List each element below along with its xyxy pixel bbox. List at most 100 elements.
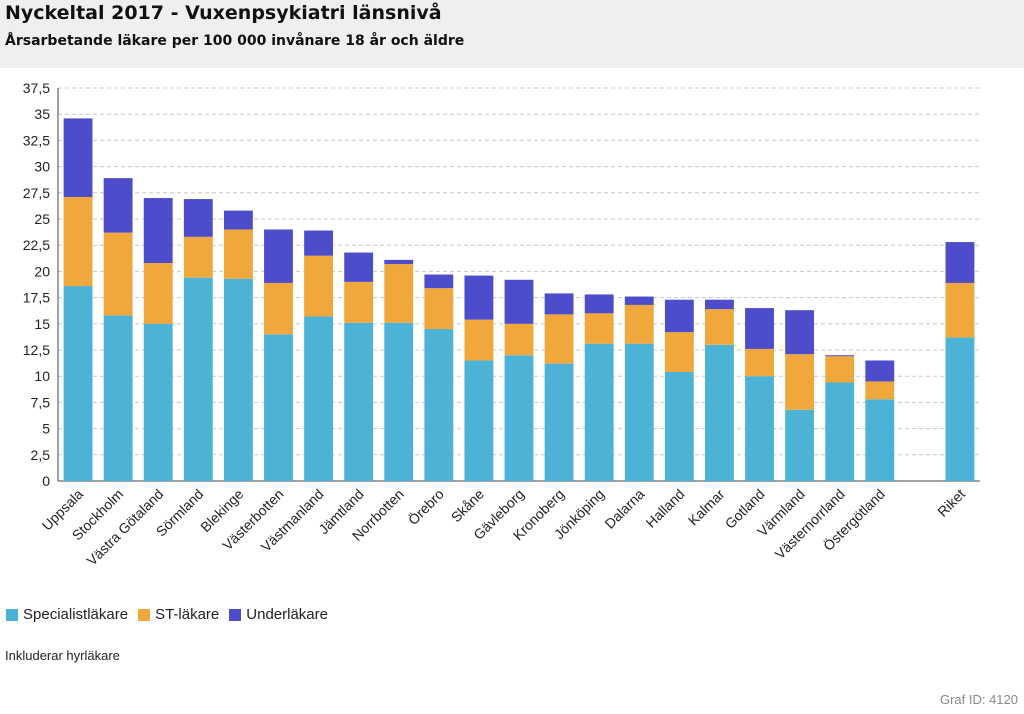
bar-segment: [183, 199, 213, 237]
bar-segment: [103, 178, 133, 233]
bar-segment: [143, 263, 173, 324]
x-category-label: Halland: [643, 486, 688, 531]
bar-segment: [584, 313, 614, 344]
y-tick-label: 7,5: [31, 394, 51, 410]
legend-swatch: [138, 608, 151, 621]
legend-item: Specialistläkare: [6, 606, 128, 623]
bar-segment: [143, 323, 173, 481]
legend-item: Underläkare: [229, 606, 328, 623]
y-tick-label: 5: [42, 421, 50, 437]
bar-segment: [705, 309, 734, 345]
bar-segment: [424, 288, 454, 330]
bar-segment: [865, 381, 895, 400]
y-tick-label: 35: [34, 106, 50, 122]
bar-segment: [63, 286, 93, 481]
bar-segment: [785, 409, 815, 481]
stacked-bar-chart: 0 2,5 5 7,5 10 12,5 15 17,5 20 22,5 25 27,5 30 32,5 35…: [23, 80, 980, 569]
bar-segment: [424, 274, 454, 289]
bar-segment: [945, 282, 975, 338]
y-tick-label: 15: [34, 316, 50, 332]
bar-segment: [344, 322, 374, 481]
bar-segment: [865, 399, 895, 481]
legend-swatch: [229, 608, 242, 621]
bar-segment: [785, 354, 815, 410]
x-category-label: Dalarna: [601, 486, 647, 532]
graph-id: Graf ID: 4120: [939, 692, 1018, 707]
bar-segment: [705, 344, 734, 481]
bar-segment: [143, 198, 173, 264]
chart-subtitle: Årsarbetande läkare per 100 000 invånare…: [5, 33, 465, 49]
bar-segment: [63, 118, 93, 197]
bar-segment: [745, 376, 774, 481]
bar-segment: [865, 360, 895, 382]
bar-segment: [624, 304, 654, 344]
y-tick-label: 27,5: [23, 185, 50, 201]
bar-segment: [304, 255, 333, 317]
bar-segment: [264, 334, 293, 481]
legend-item: ST-läkare: [138, 606, 219, 623]
bar-segment: [304, 316, 333, 481]
bar-segment: [624, 343, 654, 481]
bar-segment: [183, 236, 213, 278]
bar-segment: [264, 282, 293, 335]
legend-label: ST-läkare: [155, 606, 220, 623]
y-tick-label: 30: [34, 159, 50, 175]
x-category-label: Kalmar: [685, 486, 728, 529]
bar-segment: [825, 382, 855, 481]
bar-segment: [264, 229, 293, 283]
bar-segment: [785, 310, 815, 355]
bar-segment: [705, 299, 734, 310]
bar-segment: [384, 264, 414, 323]
bar-segment: [544, 293, 574, 315]
bar-segment: [223, 229, 253, 279]
bar-segment: [544, 363, 574, 481]
bar-segment: [504, 355, 534, 481]
y-tick-label: 17,5: [23, 290, 50, 306]
bar-segment: [424, 329, 454, 481]
bar-segment: [63, 196, 93, 287]
bar-segment: [945, 337, 975, 481]
bar-segment: [745, 348, 774, 377]
bar-segment: [544, 314, 574, 364]
bar-segment: [464, 360, 494, 481]
bar-segment: [664, 299, 694, 333]
x-category-label: Riket: [934, 486, 968, 520]
bar-segment: [304, 230, 333, 256]
legend-label: Underläkare: [246, 606, 328, 623]
x-category-label: Örebro: [404, 485, 447, 528]
y-tick-label: 37,5: [23, 80, 50, 96]
legend-swatch: [6, 608, 18, 621]
y-tick-label: 25: [34, 211, 50, 227]
chart-legend: Specialistläkare ST-läkare Underläkare: [6, 606, 328, 623]
bar-segment: [825, 356, 855, 383]
bar-segment: [103, 232, 133, 316]
bar-segment: [183, 277, 213, 481]
bar-segment: [223, 278, 253, 481]
footnote: Inkluderar hyrläkare: [5, 648, 120, 663]
bar-segment: [584, 343, 614, 481]
bar-segment: [825, 355, 855, 357]
bar-segment: [344, 281, 374, 323]
chart-title: Nyckeltal 2017 - Vuxenpsykiatri länsnivå: [5, 2, 442, 24]
y-tick-label: 2,5: [31, 447, 51, 463]
y-tick-label: 32,5: [23, 132, 50, 148]
y-tick-label: 12,5: [23, 342, 50, 358]
bar-segment: [584, 294, 614, 314]
y-tick-label: 0: [42, 473, 50, 489]
bar-segment: [103, 315, 133, 481]
bar-segment: [664, 372, 694, 481]
bar-segment: [384, 259, 414, 265]
bar-segment: [223, 210, 253, 230]
bar-segment: [384, 322, 414, 481]
chart-header: Nyckeltal 2017 - Vuxenpsykiatri länsnivå…: [0, 0, 1024, 68]
y-tick-label: 10: [34, 368, 50, 384]
bar-segment: [464, 275, 494, 320]
y-tick-label: 20: [34, 263, 50, 279]
bar-segment: [504, 323, 534, 356]
bar-segment: [664, 332, 694, 373]
legend-label: Specialistläkare: [23, 606, 129, 623]
bar-segment: [504, 279, 534, 324]
bar-segment: [344, 252, 374, 282]
y-tick-label: 22,5: [23, 237, 50, 253]
bar-segment: [745, 308, 774, 349]
